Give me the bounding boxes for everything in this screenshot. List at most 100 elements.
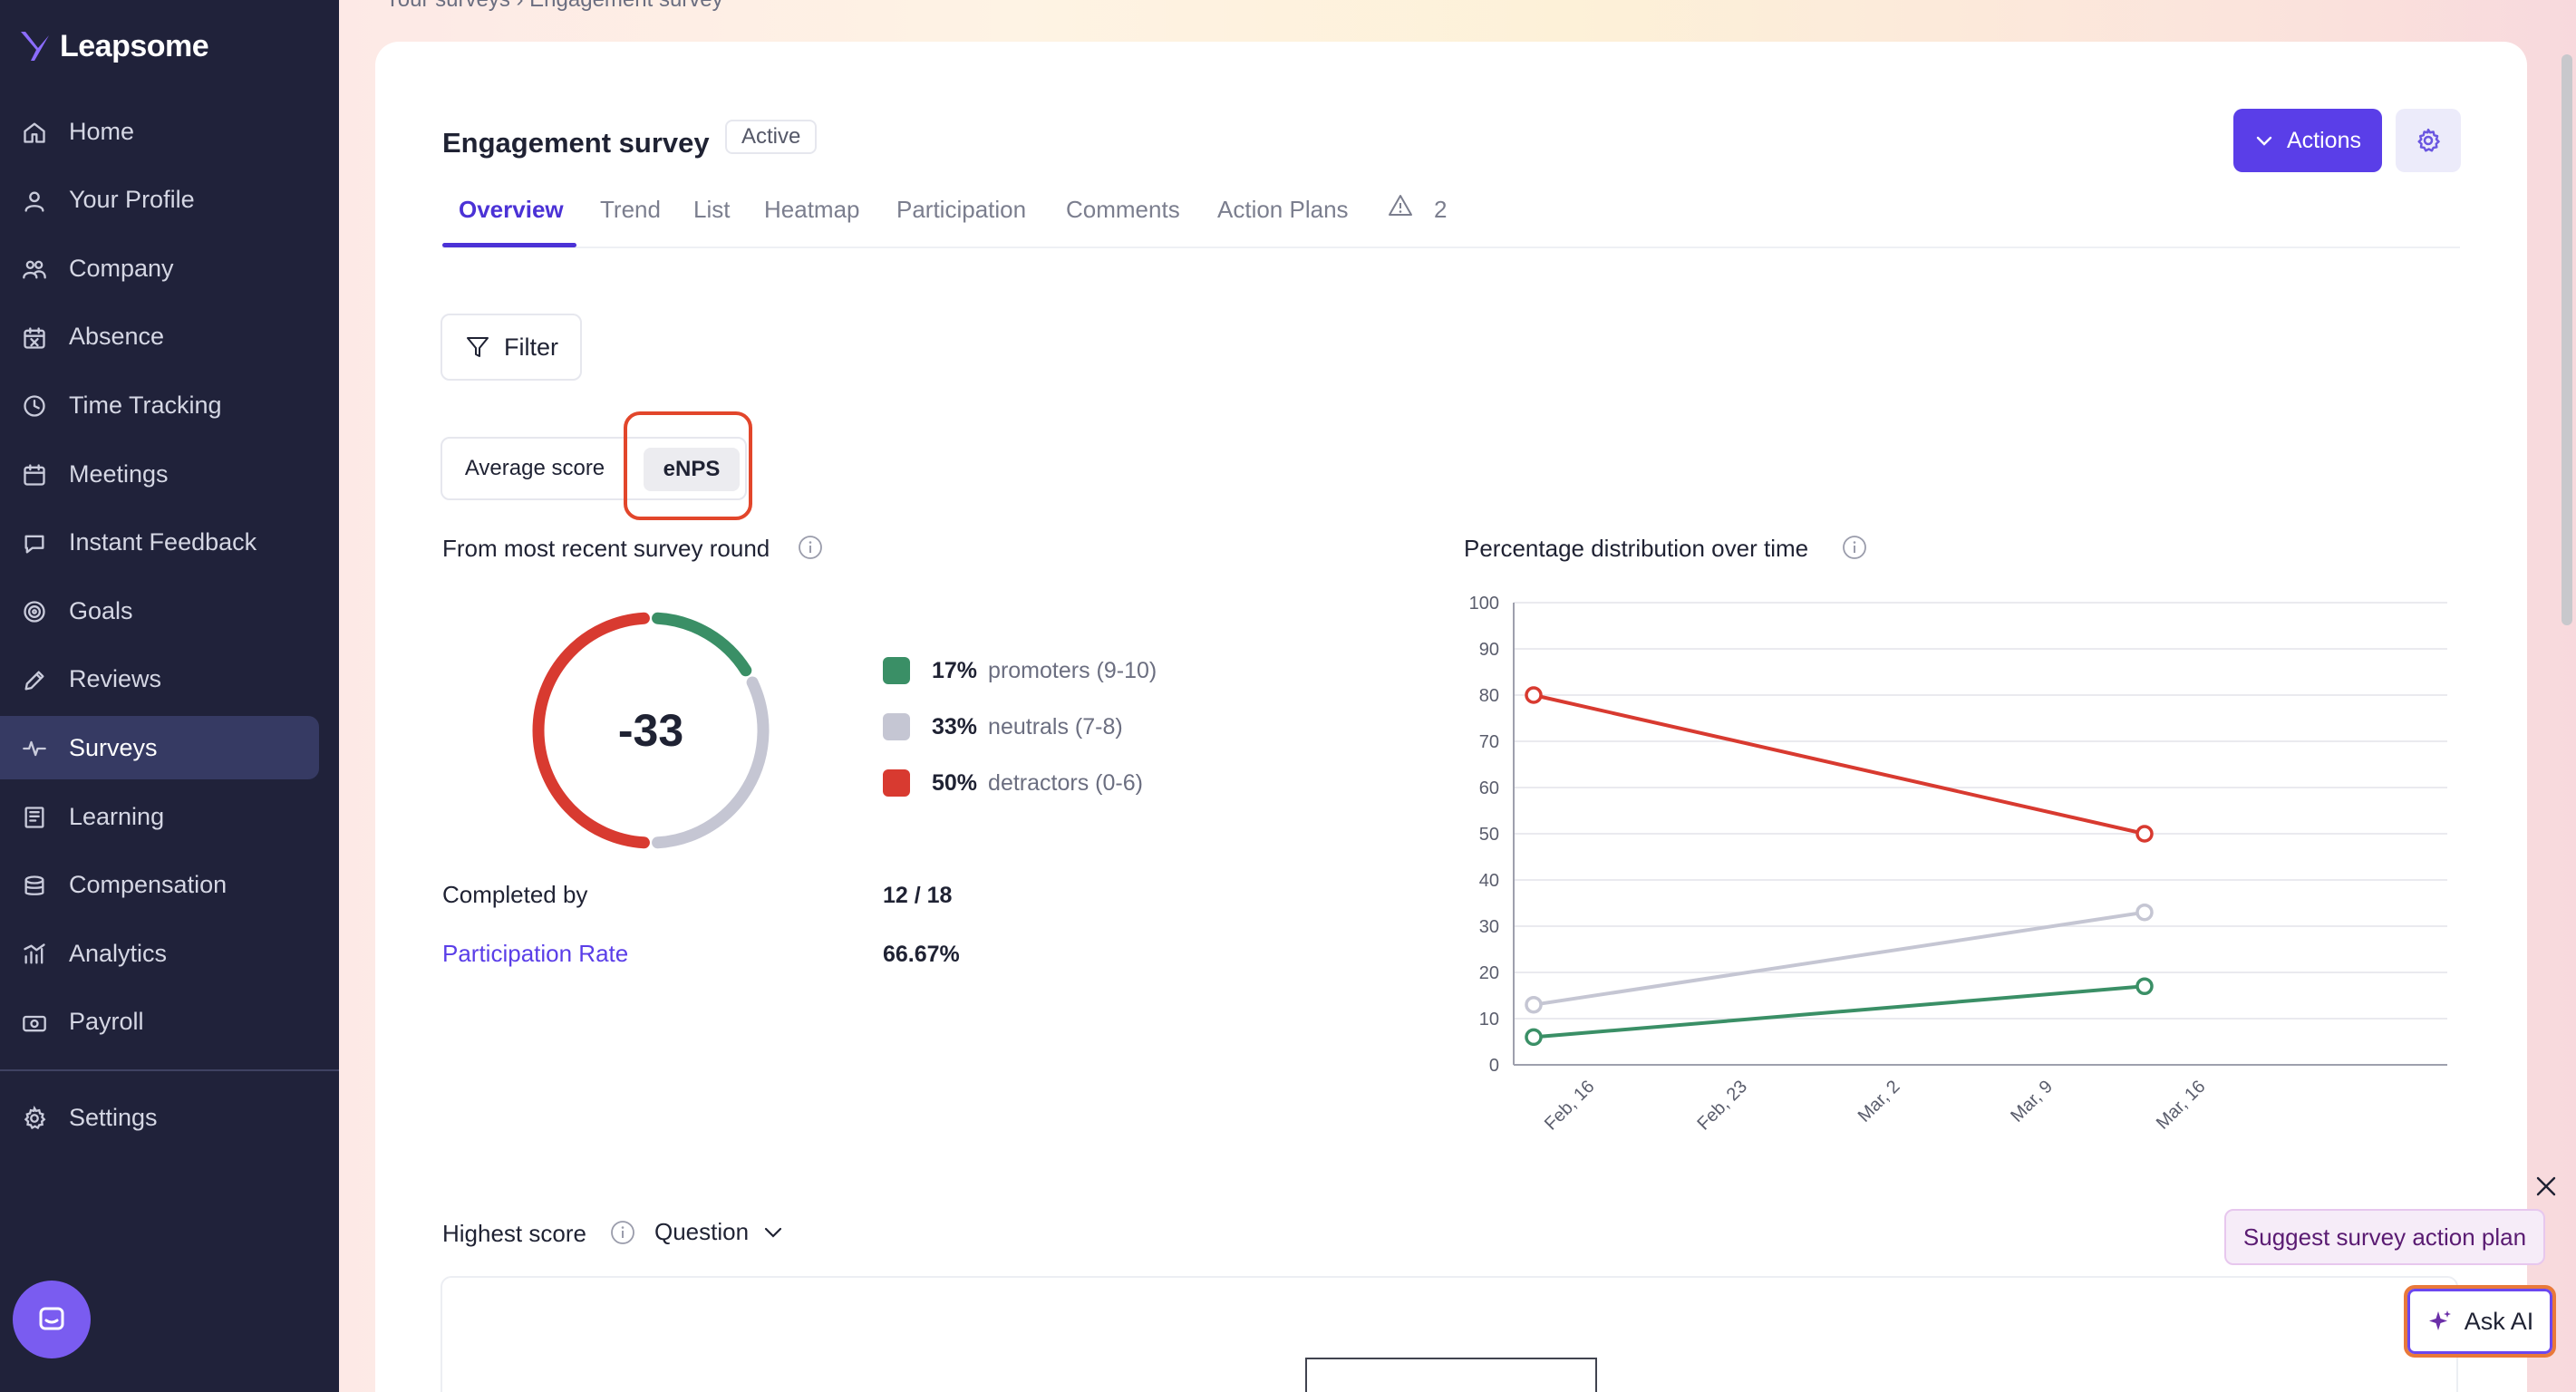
sidebar-item-label: Meetings (69, 459, 169, 488)
leapsome-logo[interactable]: Leapsome (18, 24, 209, 69)
data-point-promoters[interactable] (2135, 977, 2154, 996)
sidebar-item-goals[interactable]: Goals (0, 579, 319, 643)
tab-comments[interactable]: Comments (1066, 196, 1180, 223)
suggest-action-plan-button[interactable]: Suggest survey action plan (2224, 1209, 2545, 1265)
data-point-detractors[interactable] (2135, 825, 2154, 843)
y-tick-label: 40 (1479, 871, 1499, 891)
sidebar-item-meetings[interactable]: Meetings (0, 442, 319, 506)
tab-action-plans[interactable]: Action Plans (1217, 196, 1349, 223)
breadcrumb[interactable]: Your surveys › Engagement survey (385, 0, 723, 13)
ask-ai-button[interactable]: Ask AI (2404, 1285, 2556, 1358)
sidebar-item-label: Absence (69, 323, 165, 351)
actions-button[interactable]: Actions (2233, 109, 2382, 172)
sidebar-item-payroll[interactable]: Payroll (0, 991, 319, 1054)
legend-label: promoters (9-10) (988, 657, 1157, 683)
legend-label: detractors (0-6) (988, 769, 1143, 796)
sidebar-item-surveys[interactable]: Surveys (0, 716, 319, 780)
app-name: Leapsome (60, 28, 209, 63)
active-tab-indicator (442, 243, 576, 247)
y-tick-label: 80 (1479, 686, 1499, 706)
sidebar-item-instant-feedback[interactable]: Instant Feedback (0, 511, 319, 575)
y-tick-label: 10 (1479, 1010, 1499, 1030)
sidebar-item-learning[interactable]: Learning (0, 785, 319, 848)
y-tick-label: 90 (1479, 640, 1499, 660)
tab-overview[interactable]: Overview (459, 196, 564, 223)
chevron-down-icon (2256, 136, 2272, 146)
sidebar-item-absence[interactable]: Absence (0, 305, 319, 369)
sidebar-item-label: Learning (69, 802, 165, 830)
question-dropdown[interactable]: Question (654, 1218, 785, 1246)
enps-option[interactable]: eNPS (644, 448, 740, 491)
data-point-neutrals[interactable] (2135, 903, 2154, 922)
sidebar-item-label: Reviews (69, 665, 162, 693)
sidebar-item-label: Payroll (69, 1008, 144, 1036)
tab-trend[interactable]: Trend (600, 196, 661, 223)
chat-icon (22, 531, 47, 556)
sidebar-item-label: Analytics (69, 939, 168, 967)
gear-icon (22, 1105, 47, 1131)
tab-participation[interactable]: Participation (896, 196, 1027, 223)
status-badge: Active (725, 120, 818, 154)
sidebar-item-analytics[interactable]: Analytics (0, 922, 319, 985)
survey-settings-button[interactable] (2396, 109, 2461, 172)
filter-button[interactable]: Filter (441, 314, 582, 381)
target-icon (22, 599, 47, 624)
chat-support-button[interactable] (13, 1281, 91, 1358)
y-tick-label: 70 (1479, 732, 1499, 752)
tab-heatmap[interactable]: Heatmap (764, 196, 860, 223)
people-icon (22, 256, 47, 282)
x-tick-label: Feb, 23 (1694, 1077, 1752, 1135)
y-tick-label: 50 (1479, 825, 1499, 845)
series-line-promoters (1533, 984, 2145, 1039)
participation-rate-value: 66.67% (883, 942, 960, 967)
sidebar-item-label: Goals (69, 596, 133, 624)
sidebar-item-home[interactable]: Home (0, 100, 319, 163)
tab-list[interactable]: List (693, 196, 731, 223)
filter-label: Filter (504, 333, 558, 361)
x-tick-label: Mar, 2 (1855, 1077, 1904, 1126)
participation-rate-link[interactable]: Participation Rate (442, 940, 629, 967)
score-type-toggle: Average score eNPS (441, 437, 747, 500)
data-point-detractors[interactable] (1525, 686, 1543, 704)
sidebar-item-label: Time Tracking (69, 391, 222, 419)
scrollbar[interactable] (2561, 54, 2572, 625)
sidebar-item-reviews[interactable]: Reviews (0, 648, 319, 711)
info-icon[interactable] (1842, 535, 1867, 560)
warning-icon[interactable] (1387, 192, 1414, 219)
data-point-neutrals[interactable] (1525, 995, 1543, 1014)
y-tick-label: 30 (1479, 917, 1499, 937)
highest-score-label: Highest score (442, 1220, 586, 1247)
sidebar-item-label: Instant Feedback (69, 528, 257, 556)
coins-icon (22, 874, 47, 899)
enps-score: -33 (617, 705, 684, 756)
survey-panel (375, 42, 2527, 1392)
sidebar-item-label: Surveys (69, 733, 158, 761)
legend-percent: 33% (932, 713, 978, 740)
info-icon[interactable] (798, 535, 823, 560)
sidebar-item-your-profile[interactable]: Your Profile (0, 169, 319, 232)
close-icon[interactable] (2532, 1173, 2560, 1200)
sidebar-item-label: Home (69, 117, 135, 145)
filter-icon (467, 337, 489, 357)
x-tick-label: Feb, 16 (1541, 1077, 1599, 1135)
sidebar-item-time-tracking[interactable]: Time Tracking (0, 373, 319, 437)
recent-round-title: From most recent survey round (442, 535, 770, 562)
data-point-promoters[interactable] (1525, 1028, 1543, 1047)
ask-ai-label: Ask AI (2464, 1307, 2534, 1335)
sidebar-item-settings[interactable]: Settings (0, 1086, 319, 1149)
info-icon[interactable] (610, 1220, 635, 1245)
sidebar-item-company[interactable]: Company (0, 237, 319, 300)
question-score-box (1305, 1358, 1597, 1392)
user-icon (22, 188, 47, 214)
warning-count[interactable]: 2 (1434, 196, 1448, 223)
page-title: Engagement survey (442, 127, 710, 159)
completed-by-value: 12 / 18 (883, 883, 953, 908)
sidebar-item-compensation[interactable]: Compensation (0, 854, 319, 917)
average-score-option[interactable]: Average score (464, 456, 605, 480)
survey-tabs: Overview Trend List Heatmap Participation Com… (442, 192, 2460, 248)
book-icon (22, 805, 47, 830)
completed-by-label: Completed by (442, 881, 588, 908)
legend-item: 17% promoters (9-10) (883, 656, 1157, 685)
leapsome-logo-icon (21, 32, 49, 61)
sidebar-item-label: Your Profile (69, 186, 195, 214)
